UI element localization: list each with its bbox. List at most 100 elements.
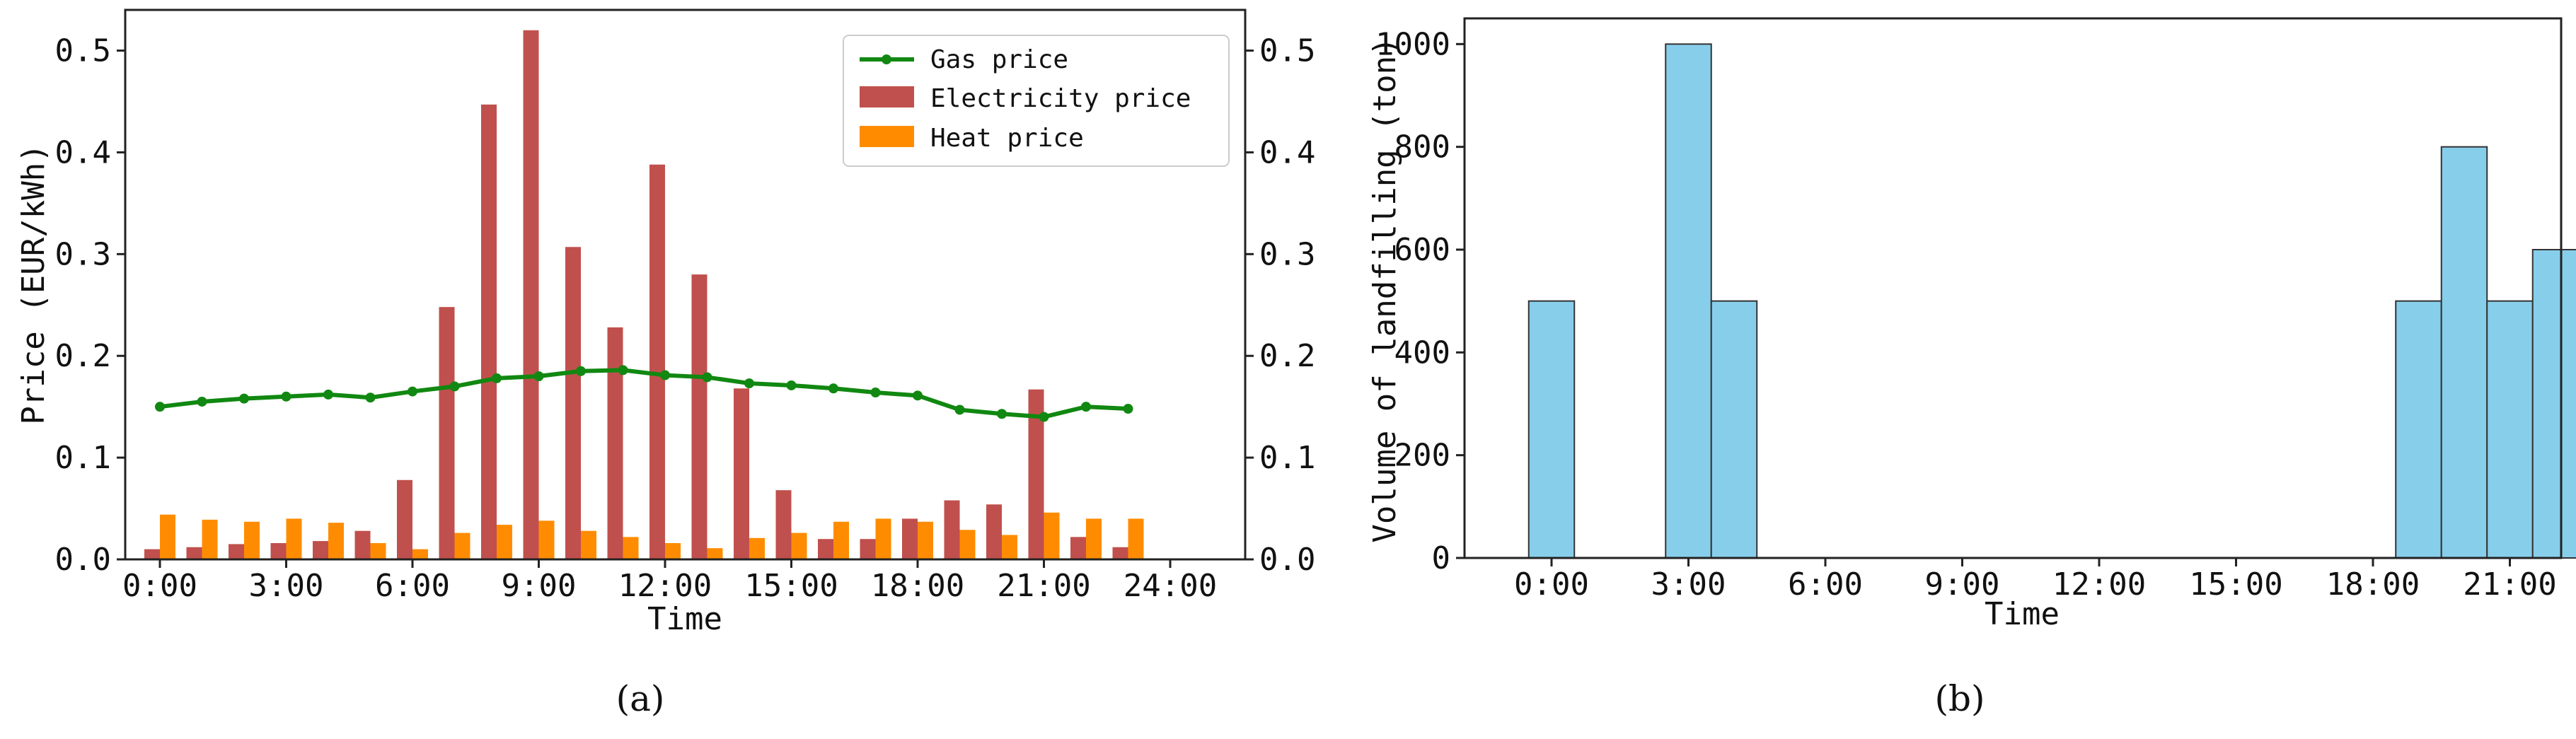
heat-bar xyxy=(538,520,555,559)
heat-bar xyxy=(244,521,260,559)
y-tick-label-left: 0.4 xyxy=(55,134,111,170)
x-tick-label: 15:00 xyxy=(744,568,838,604)
gas-price-point xyxy=(660,370,670,380)
electricity-bars xyxy=(144,30,1128,560)
y-axis-left: 0.0 0.1 0.2 0.3 0.4 0.5 xyxy=(55,33,125,578)
heat-bar xyxy=(286,518,302,559)
heat-bar xyxy=(918,521,933,559)
y-tick-label-left: 0.5 xyxy=(55,33,111,69)
electricity-bar xyxy=(944,500,960,559)
heat-bar xyxy=(833,521,849,559)
gas-price-point xyxy=(786,380,797,390)
gas-price-point xyxy=(492,373,502,383)
y-tick-label: 800 xyxy=(1394,129,1450,165)
y-tick-label: 200 xyxy=(1394,438,1450,474)
x-tick-label: 6:00 xyxy=(1788,566,1863,603)
legend-heat-swatch xyxy=(860,126,914,147)
gas-price-point xyxy=(449,381,460,392)
electricity-bar xyxy=(229,544,244,559)
gas-price-point xyxy=(1081,402,1091,412)
electricity-bar xyxy=(902,518,918,559)
heat-bar xyxy=(202,519,218,559)
electricity-bar xyxy=(860,539,876,559)
y-axis-b: 0 200 400 600 800 1000 xyxy=(1375,26,1465,576)
ylabel-a: Price (EUR/kWh) xyxy=(16,144,52,424)
plot-frame-a xyxy=(124,8,1247,561)
gas-price-point xyxy=(618,365,628,376)
heat-bar xyxy=(581,530,596,559)
y-tick-label-right: 0.5 xyxy=(1259,33,1315,69)
gas-price-point xyxy=(913,390,923,401)
heat-bar xyxy=(959,530,976,559)
x-tick-label: 9:00 xyxy=(1925,566,2000,603)
gas-price-point xyxy=(576,366,586,376)
electricity-bar xyxy=(1112,547,1128,559)
panel-label-b: (b) xyxy=(1934,678,1985,719)
y-tick-label-right: 0.3 xyxy=(1259,236,1315,272)
electricity-bar xyxy=(649,164,665,559)
gas-price-point xyxy=(954,405,965,415)
electricity-bar xyxy=(270,542,287,559)
y-tick-label-left: 0.1 xyxy=(55,440,111,476)
heat-bar xyxy=(1086,518,1102,559)
heat-bar xyxy=(454,533,470,559)
electricity-bar xyxy=(354,530,371,559)
gas-price-point xyxy=(997,409,1007,419)
legend-box xyxy=(843,35,1230,167)
heat-bar xyxy=(749,537,765,559)
heat-bar xyxy=(665,542,681,559)
y-tick-label-right: 0.2 xyxy=(1259,338,1315,374)
y-tick-label: 1000 xyxy=(1375,26,1450,62)
electricity-bar xyxy=(481,104,497,560)
y-tick-label-left: 0.0 xyxy=(55,542,111,578)
heat-bar xyxy=(623,537,639,559)
gas-price-point xyxy=(408,386,417,397)
plot-frame-b xyxy=(1463,17,2563,559)
electricity-bar xyxy=(186,547,202,559)
y-tick-label-left: 0.3 xyxy=(55,236,111,272)
electricity-bar xyxy=(1070,537,1086,559)
x-tick-label: 6:00 xyxy=(375,568,450,604)
heat-bar xyxy=(328,523,344,559)
heat-bar xyxy=(497,525,512,559)
x-tick-label: 21:00 xyxy=(997,568,1090,604)
x-tick-label: 0:00 xyxy=(1514,566,1589,603)
gas-price-point xyxy=(197,396,207,407)
y-tick-label-right: 0.4 xyxy=(1259,134,1315,170)
gas-price-point xyxy=(1123,404,1133,414)
landfill-bar xyxy=(2486,300,2534,559)
x-axis-b: 0:003:006:009:0012:0015:0018:0021:0024:0… xyxy=(1514,558,2557,603)
landfill-bar xyxy=(1710,300,1758,559)
landfill-bar xyxy=(2395,300,2442,559)
y-axis-right: 0.0 0.1 0.2 0.3 0.4 0.5 xyxy=(1245,33,1315,578)
gas-price-point xyxy=(1039,412,1049,422)
gas-price-point xyxy=(323,389,333,400)
ylabel-b: Volume of landfilling (ton) xyxy=(1367,37,1403,542)
y-tick-label-right: 0.0 xyxy=(1259,542,1315,578)
gas-price-point xyxy=(702,372,712,383)
landfill-bars xyxy=(1527,43,2576,559)
electricity-bar xyxy=(313,541,328,559)
electricity-bar xyxy=(775,490,792,559)
gas-price-point xyxy=(155,402,165,412)
panel-label-a: (a) xyxy=(616,678,665,719)
heat-bar xyxy=(1128,518,1144,559)
legend-gas-label: Gas price xyxy=(930,45,1068,74)
heat-bar xyxy=(875,518,891,559)
heat-bar xyxy=(1002,535,1017,559)
xlabel-b: Time xyxy=(1985,596,2060,632)
legend-elec-label: Electricity price xyxy=(930,84,1191,113)
electricity-bar xyxy=(565,247,581,559)
heat-bar xyxy=(707,548,723,559)
x-tick-label: 9:00 xyxy=(502,568,577,604)
electricity-bar xyxy=(818,539,833,559)
electricity-bar xyxy=(691,274,707,559)
gas-price-point xyxy=(365,392,376,403)
x-tick-label: 12:00 xyxy=(2052,566,2146,603)
heat-bar xyxy=(160,514,175,559)
landfill-bar xyxy=(2440,146,2488,559)
heat-bar xyxy=(1044,512,1060,559)
x-tick-label: 0:00 xyxy=(122,568,197,604)
gas-line xyxy=(155,365,1133,422)
